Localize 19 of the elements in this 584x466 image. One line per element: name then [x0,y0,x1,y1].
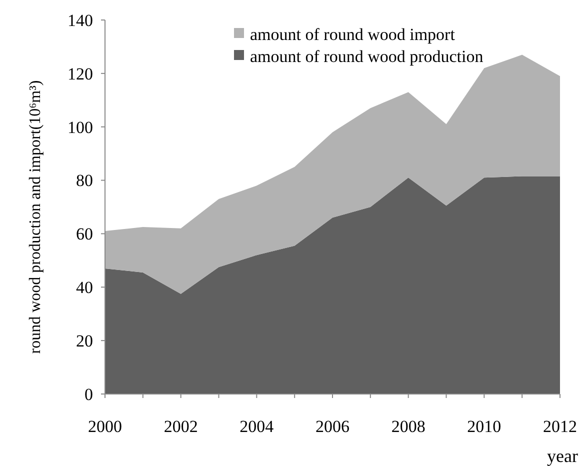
x-tick-label: 2002 [164,417,198,436]
y-axis-title: round wood production and import(10⁶m³) [27,80,44,354]
y-tick-label: 100 [68,118,93,137]
y-tick-label: 60 [76,224,93,244]
y-tick-label: 140 [68,10,93,30]
x-axis-title: year [547,446,578,466]
x-tick-label: 2006 [316,417,350,436]
y-tick-label: 40 [76,278,93,298]
legend-label: amount of round wood production [250,46,484,66]
y-tick-label: 120 [68,64,93,84]
legend-label: amount of round wood import [250,24,456,44]
y-tick-label: 0 [84,384,93,404]
y-tick-label: 20 [76,332,93,351]
y-tick-label: 80 [76,171,93,190]
x-tick-label: 2010 [467,417,502,436]
x-tick-label: 2012 [543,417,577,436]
x-tick-label: 2008 [391,417,426,436]
x-tick-label: 2004 [240,417,274,436]
x-tick-label: 2000 [88,417,122,436]
